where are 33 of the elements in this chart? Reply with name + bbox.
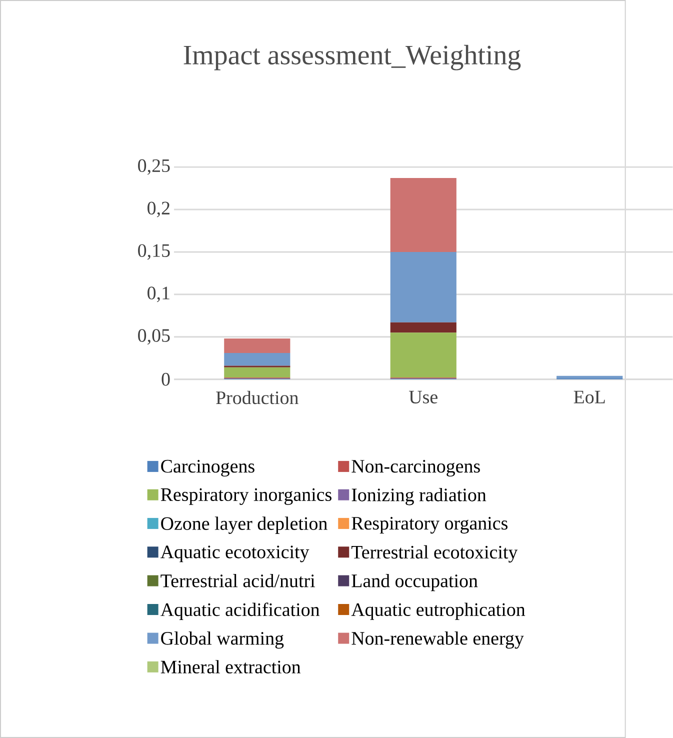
x-tick-label: Production xyxy=(216,390,298,404)
bar xyxy=(390,332,456,378)
bar xyxy=(390,252,456,322)
legend-label: Terrestrial ecotoxicity xyxy=(351,545,518,563)
chart-title: Impact assessment_Weighting xyxy=(184,44,520,70)
y-tick-label: 0,05 xyxy=(138,329,170,345)
y-tick-label: 0 xyxy=(162,372,170,386)
legend-label: Non-renewable energy xyxy=(351,631,524,649)
legend-label: Land occupation xyxy=(351,574,478,592)
y-tick-label: 0,25 xyxy=(138,159,170,175)
x-tick-label: EoL xyxy=(574,390,605,404)
legend-label: Aquatic acidification xyxy=(160,602,320,620)
legend-label: Respiratory inorganics xyxy=(160,488,332,505)
bar xyxy=(556,376,622,378)
bar xyxy=(390,322,456,333)
legend-label: Terrestrial acid/nutri xyxy=(160,574,315,588)
legend-label: Non-carcinogens xyxy=(351,460,480,477)
y-tick-label: 0,1 xyxy=(147,286,170,302)
legend-label: Carcinogens xyxy=(160,460,254,477)
legend-label: Aquatic eutrophication xyxy=(351,602,525,620)
legend-label: Ozone layer depletion xyxy=(160,516,328,534)
legend-label: Ionizing radiation xyxy=(352,488,486,506)
bar xyxy=(224,338,290,353)
legend-label: Global warming xyxy=(160,631,284,649)
legend-label: Mineral extraction xyxy=(160,660,300,674)
legend-label: Respiratory organics xyxy=(351,516,508,534)
legend-label: Aquatic ecotoxicity xyxy=(160,546,309,562)
bar xyxy=(224,367,290,378)
y-tick-label: 0,15 xyxy=(138,244,170,260)
y-tick-label: 0,2 xyxy=(147,202,170,218)
bar xyxy=(224,352,290,366)
bar xyxy=(390,178,456,252)
x-tick-label: Use xyxy=(408,390,438,404)
